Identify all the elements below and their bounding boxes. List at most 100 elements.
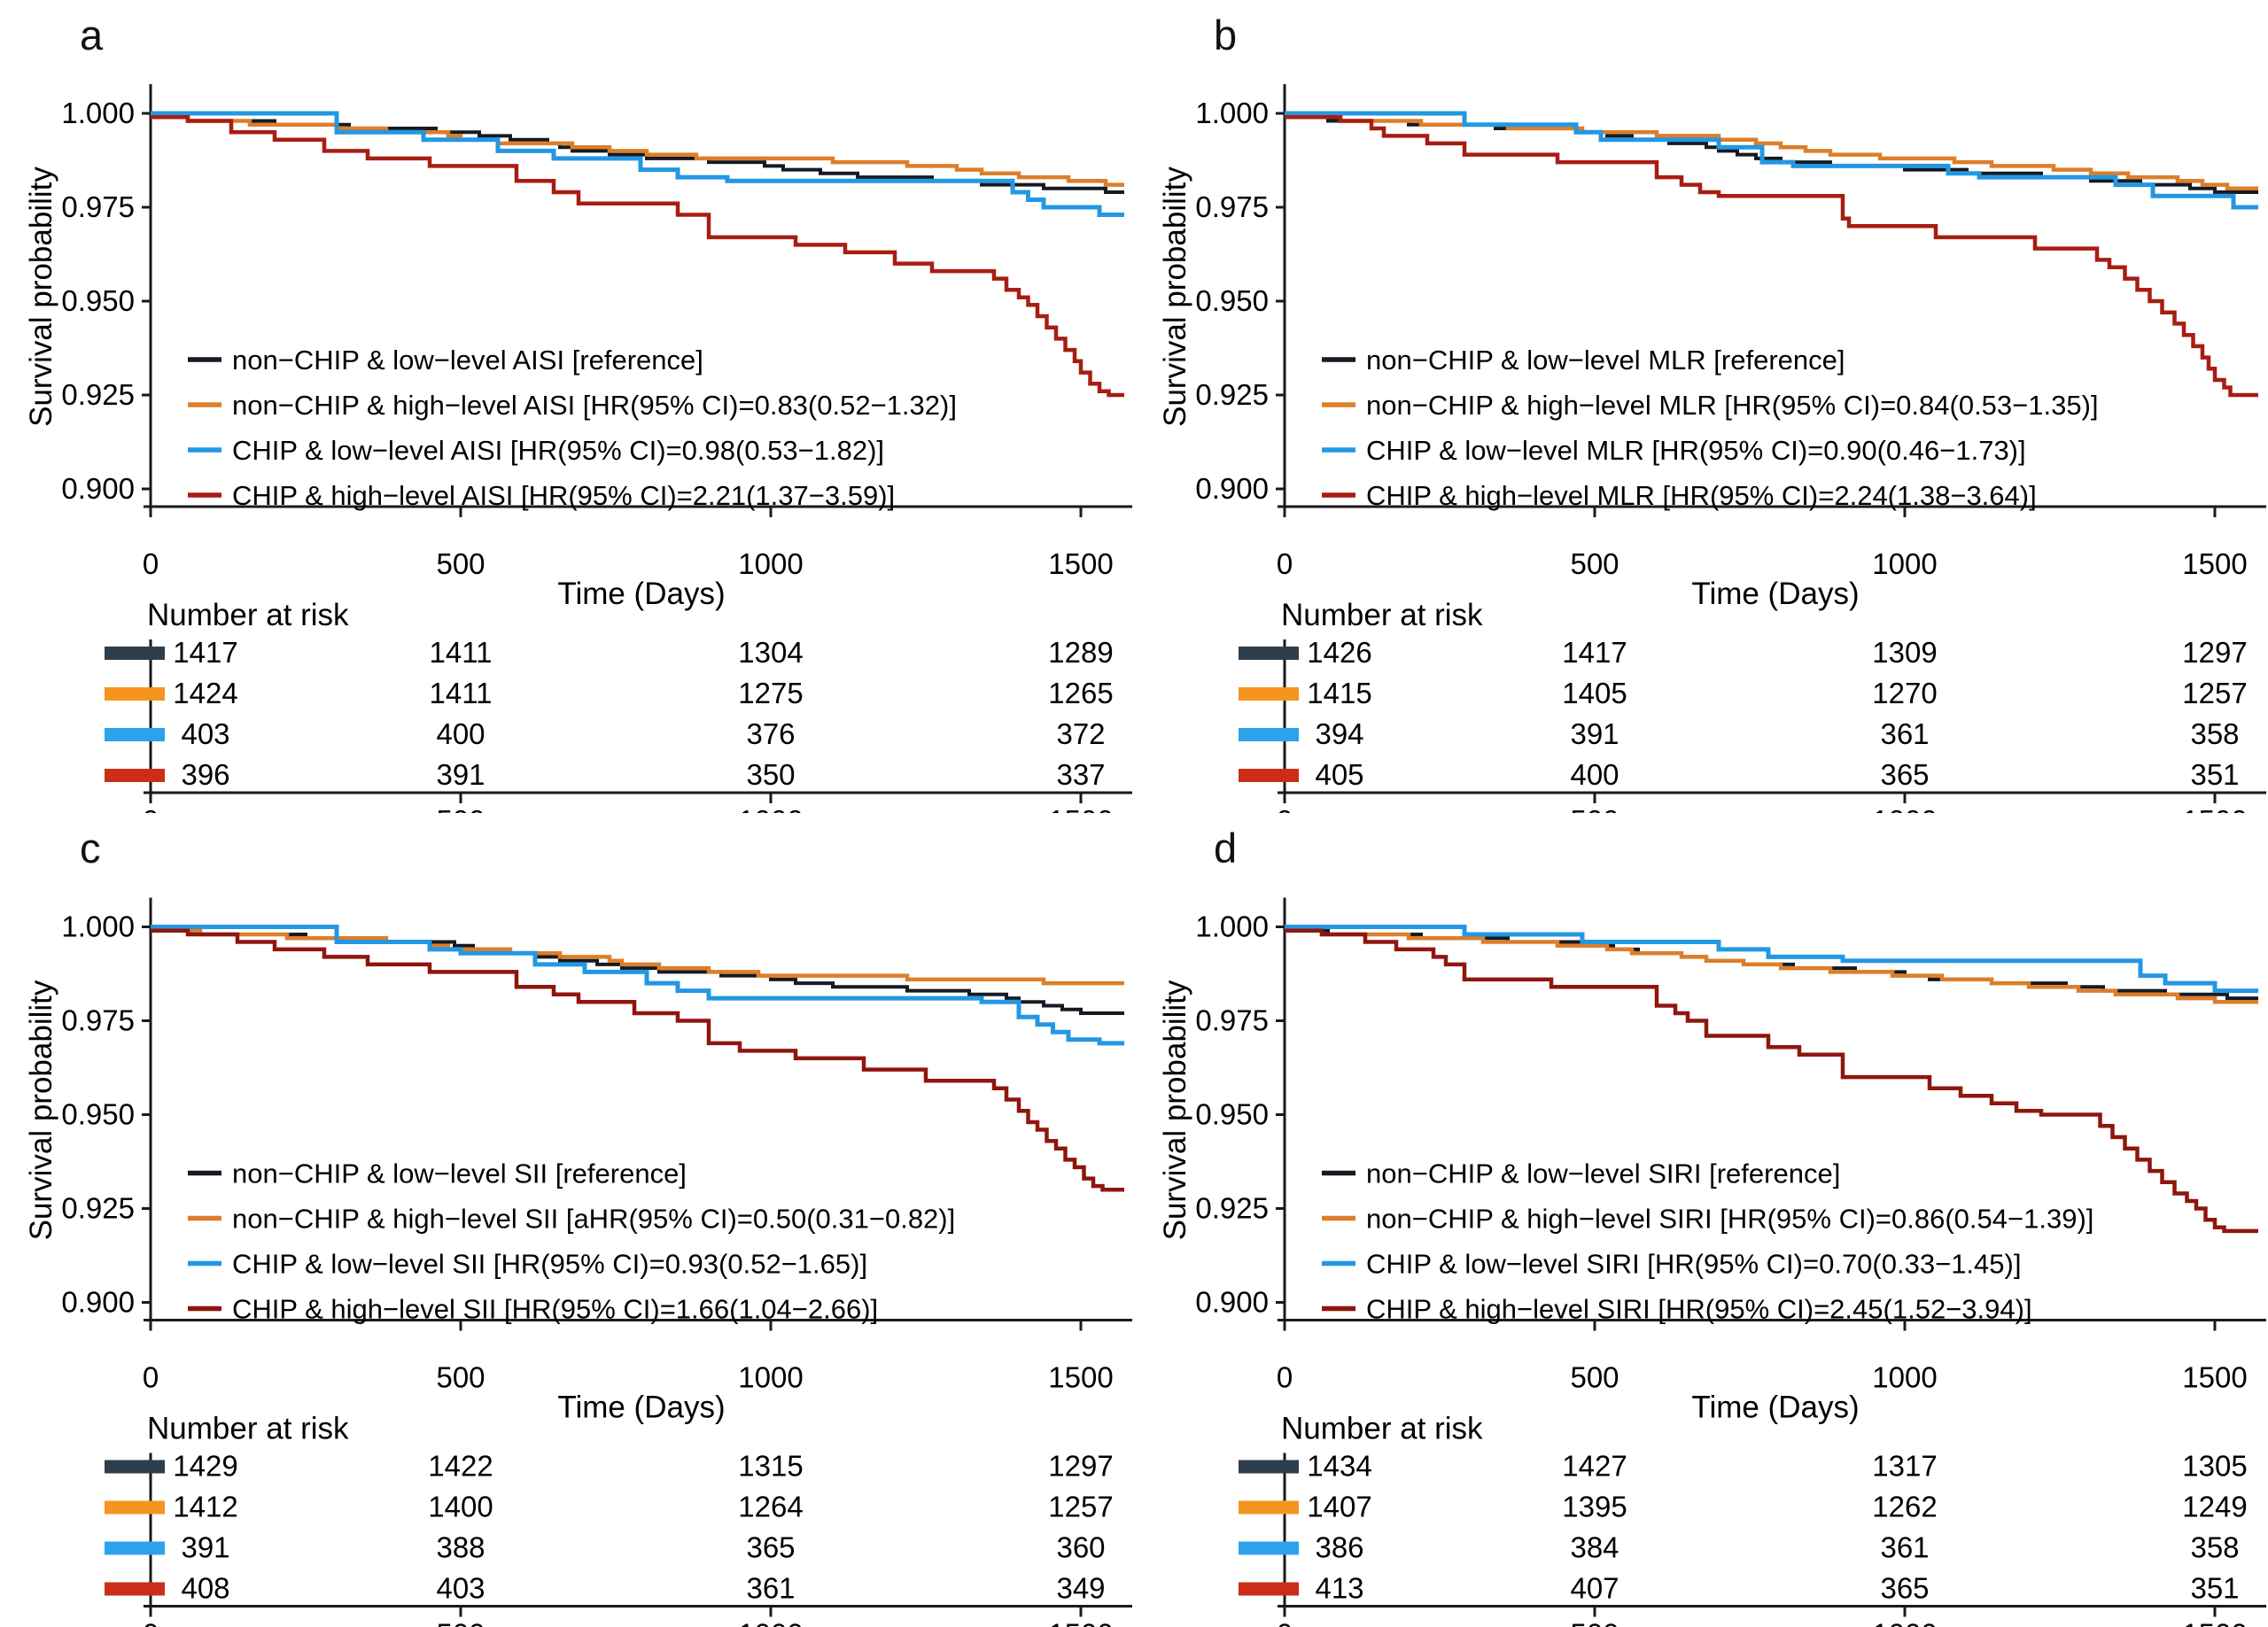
risk-count: 1315 xyxy=(738,1450,803,1483)
risk-x-tick-label: 1500 xyxy=(1048,1618,1113,1627)
risk-count: 1297 xyxy=(1048,1450,1113,1483)
risk-count: 1265 xyxy=(1048,677,1113,709)
x-tick-label: 500 xyxy=(1570,1361,1619,1394)
risk-row-swatch xyxy=(1239,769,1299,782)
legend-label: CHIP & high−level SII [HR(95% CI)=1.66(1… xyxy=(232,1294,878,1325)
risk-count: 358 xyxy=(2190,717,2239,750)
risk-row-swatch xyxy=(105,769,165,782)
panel-b: b 1.000 0.975 0.950 0.925 0.900 Survival prob… xyxy=(1134,0,2268,813)
risk-count: 1317 xyxy=(1872,1450,1937,1483)
y-tick-label: 0.925 xyxy=(61,378,135,411)
risk-count: 1304 xyxy=(738,636,803,669)
y-tick-label: 0.950 xyxy=(61,1098,135,1131)
x-tick-label: 500 xyxy=(436,547,485,580)
risk-x-tick-label: 500 xyxy=(436,804,485,813)
risk-count: 1309 xyxy=(1872,636,1937,669)
km-curve-3 xyxy=(1285,925,2258,994)
risk-count: 358 xyxy=(2190,1531,2239,1564)
y-tick-label: 0.925 xyxy=(1195,378,1269,411)
y-tick-label: 0.925 xyxy=(1195,1192,1269,1225)
risk-count: 1305 xyxy=(2182,1450,2247,1483)
risk-row-swatch xyxy=(105,1500,165,1515)
risk-x-tick-label: 0 xyxy=(1277,1618,1293,1627)
risk-table-title: Number at risk xyxy=(147,1412,349,1446)
km-curve-4 xyxy=(1285,114,2258,398)
legend-label: non−CHIP & high−level AISI [HR(95% CI)=0… xyxy=(232,390,957,421)
risk-count: 413 xyxy=(1315,1572,1363,1605)
risk-count: 1411 xyxy=(430,677,493,709)
y-tick-label: 0.950 xyxy=(1195,284,1269,317)
y-axis-title: Survival probability xyxy=(1158,980,1192,1240)
risk-x-tick-label: 1500 xyxy=(2182,804,2247,813)
panel-letter-c: c xyxy=(80,825,101,872)
y-tick-label: 0.950 xyxy=(1195,1098,1269,1131)
risk-count: 361 xyxy=(746,1572,795,1605)
x-tick-label: 0 xyxy=(1277,547,1293,580)
risk-count: 1405 xyxy=(1562,677,1627,709)
x-axis-title: Time (Days) xyxy=(1691,577,1859,611)
risk-count: 1415 xyxy=(1307,677,1371,709)
risk-count: 394 xyxy=(1315,717,1363,750)
risk-row-swatch xyxy=(1239,647,1299,660)
survival-plot-c: 1.000 0.975 0.950 0.925 0.900 Survival probab… xyxy=(24,897,1132,1627)
legend-label: CHIP & low−level SIRI [HR(95% CI)=0.70(0… xyxy=(1366,1249,2021,1280)
panel-letter-b: b xyxy=(1214,12,1238,58)
legend-label: CHIP & high−level MLR [HR(95% CI)=2.24(1… xyxy=(1366,480,2037,511)
risk-count: 1400 xyxy=(428,1491,493,1523)
risk-count: 1424 xyxy=(173,677,237,709)
x-tick-label: 1500 xyxy=(1048,1361,1113,1394)
risk-count: 400 xyxy=(1570,758,1619,791)
risk-count: 1264 xyxy=(738,1491,803,1523)
km-curve-4 xyxy=(1285,928,2258,1234)
risk-count: 1422 xyxy=(428,1450,493,1483)
km-curve-1 xyxy=(1285,115,2258,194)
y-tick-label: 0.900 xyxy=(1195,472,1269,505)
risk-x-tick-label: 1000 xyxy=(738,804,803,813)
x-tick-label: 0 xyxy=(143,547,159,580)
risk-count: 365 xyxy=(1880,758,1929,791)
risk-x-tick-label: 1000 xyxy=(1872,804,1937,813)
risk-count: 372 xyxy=(1056,717,1105,750)
risk-row-swatch xyxy=(1239,687,1299,701)
panel-letter-a: a xyxy=(80,12,104,58)
x-tick-label: 500 xyxy=(436,1361,485,1394)
risk-count: 351 xyxy=(2190,758,2239,791)
legend-label: non−CHIP & high−level SII [aHR(95% CI)=0… xyxy=(232,1204,955,1235)
risk-count: 384 xyxy=(1570,1531,1619,1564)
risk-row-swatch xyxy=(1239,1460,1299,1474)
risk-count: 1262 xyxy=(1872,1491,1937,1523)
panel-d: d 1.000 0.975 0.950 0.925 0.900 Survival prob… xyxy=(1134,813,2268,1627)
risk-row-swatch xyxy=(1239,1582,1299,1596)
y-tick-label: 0.900 xyxy=(61,1286,135,1319)
risk-row-swatch xyxy=(105,647,165,660)
risk-x-tick-label: 1000 xyxy=(1872,1618,1937,1627)
x-tick-label: 500 xyxy=(1570,547,1619,580)
risk-count: 1395 xyxy=(1562,1491,1627,1523)
risk-count: 405 xyxy=(1315,758,1363,791)
risk-x-tick-label: 1000 xyxy=(738,1618,803,1627)
risk-count: 407 xyxy=(1570,1572,1619,1605)
x-axis-title: Time (Days) xyxy=(557,577,725,611)
x-tick-label: 1500 xyxy=(2182,547,2247,580)
x-tick-label: 0 xyxy=(143,1361,159,1394)
km-curve-3 xyxy=(1285,111,2258,210)
risk-count: 1275 xyxy=(738,677,803,709)
risk-row-swatch xyxy=(1239,728,1299,741)
survival-plot-a: 1.000 0.975 0.950 0.925 0.900 Survival probab… xyxy=(24,84,1132,813)
risk-count: 350 xyxy=(746,758,795,791)
risk-x-tick-label: 0 xyxy=(143,1618,159,1627)
legend-label: CHIP & high−level AISI [HR(95% CI)=2.21(… xyxy=(232,480,895,511)
risk-count: 1257 xyxy=(1048,1491,1113,1523)
risk-count: 1411 xyxy=(430,636,493,669)
legend-label: non−CHIP & low−level MLR [reference] xyxy=(1366,345,1845,376)
risk-count: 361 xyxy=(1880,717,1929,750)
risk-count: 403 xyxy=(181,717,229,750)
y-axis-title: Survival probability xyxy=(24,167,58,427)
km-curve-3 xyxy=(151,111,1124,217)
y-tick-label: 1.000 xyxy=(1195,97,1269,129)
risk-count: 391 xyxy=(436,758,485,791)
legend-label: CHIP & low−level AISI [HR(95% CI)=0.98(0… xyxy=(232,435,884,466)
risk-count: 1407 xyxy=(1307,1491,1371,1523)
risk-row-swatch xyxy=(105,687,165,701)
